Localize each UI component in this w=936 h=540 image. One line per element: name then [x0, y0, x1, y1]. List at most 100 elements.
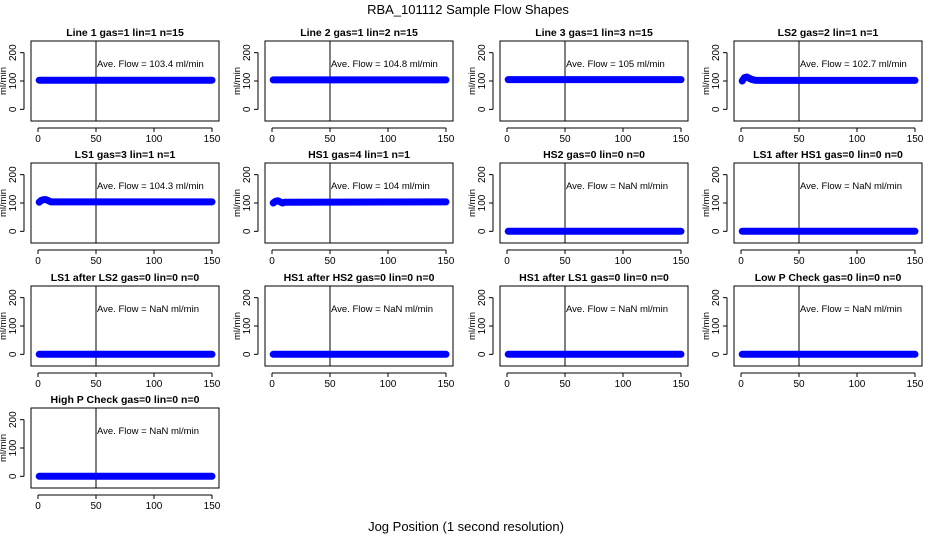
y-tick-label: 100 [242, 72, 253, 89]
x-tick-label: 100 [615, 134, 632, 145]
x-tick-label: 50 [559, 379, 571, 390]
y-axis-label: ml/min [0, 67, 9, 95]
x-tick-label: 50 [90, 501, 102, 512]
y-tick-label: 200 [711, 44, 722, 61]
panel: HS2 gas=0 lin=0 n=0 0 50 100 150 0 100 200 ml/mi… [467, 149, 690, 267]
panel-title: High P Check gas=0 lin=0 n=0 [51, 394, 200, 406]
y-tick-label: 200 [711, 166, 722, 183]
plot-frame [264, 162, 454, 244]
average-flow-annotation: Ave. Flow = NaN ml/min [566, 304, 668, 315]
y-tick-label: 0 [711, 228, 722, 234]
x-tick-label: 150 [673, 379, 690, 390]
x-tick-label: 0 [35, 134, 41, 145]
y-tick-label: 0 [242, 351, 253, 357]
x-tick-label: 50 [559, 134, 571, 145]
y-tick-label: 0 [242, 228, 253, 234]
x-tick-label: 0 [269, 379, 275, 390]
flow-series [738, 73, 919, 85]
average-flow-annotation: Ave. Flow = NaN ml/min [800, 304, 902, 315]
y-tick-label: 0 [711, 351, 722, 357]
panel: Line 1 gas=1 lin=1 n=15 0 50 100 150 0 100 200 m… [0, 27, 221, 145]
x-tick-label: 100 [849, 134, 866, 145]
x-tick-label: 50 [324, 256, 336, 267]
x-tick-label: 100 [146, 134, 163, 145]
y-tick-label: 200 [242, 44, 253, 61]
panel: HS1 after LS1 gas=0 lin=0 n=0 0 50 100 150 0 1… [467, 272, 690, 390]
y-tick-label: 0 [8, 473, 19, 479]
panel: LS2 gas=2 lin=1 n=1 0 50 100 150 0 100 200 ml/mi… [701, 27, 924, 145]
plot-frame [733, 40, 923, 122]
plot-frame [30, 285, 220, 367]
panel: LS1 after HS1 gas=0 lin=0 n=0 0 50 100 150 0 1… [701, 149, 924, 267]
panel-title: Line 2 gas=1 lin=2 n=15 [300, 27, 418, 39]
y-tick-label: 200 [8, 166, 19, 183]
x-tick-label: 50 [793, 134, 805, 145]
panel-title: LS1 after HS1 gas=0 lin=0 n=0 [753, 149, 903, 161]
y-axis-label: ml/min [0, 312, 9, 340]
panel: HS1 gas=4 lin=1 n=1 0 50 100 150 0 100 200 ml/mi… [232, 149, 455, 267]
y-tick-label: 0 [711, 106, 722, 112]
plot-frame [499, 162, 689, 244]
x-tick-label: 100 [849, 256, 866, 267]
average-flow-annotation: Ave. Flow = NaN ml/min [566, 181, 668, 192]
x-tick-label: 0 [504, 134, 510, 145]
y-tick-label: 100 [711, 317, 722, 334]
average-flow-annotation: Ave. Flow = NaN ml/min [331, 304, 433, 315]
y-tick-label: 100 [242, 194, 253, 211]
panel: Low P Check gas=0 lin=0 n=0 0 50 100 150 0 100… [701, 272, 924, 390]
plot-frame [499, 285, 689, 367]
x-tick-label: 50 [793, 256, 805, 267]
x-tick-label: 100 [615, 256, 632, 267]
panel: HS1 after HS2 gas=0 lin=0 n=0 0 50 100 150 0 1… [232, 272, 455, 390]
x-tick-label: 0 [738, 379, 744, 390]
y-tick-label: 0 [8, 106, 19, 112]
x-tick-label: 150 [907, 134, 924, 145]
y-tick-label: 200 [8, 289, 19, 306]
x-tick-label: 150 [204, 256, 221, 267]
y-tick-label: 200 [8, 411, 19, 428]
plot-frame [733, 285, 923, 367]
x-tick-label: 150 [204, 379, 221, 390]
x-tick-label: 0 [504, 256, 510, 267]
y-tick-label: 100 [8, 194, 19, 211]
x-tick-label: 150 [204, 134, 221, 145]
y-tick-label: 100 [477, 317, 488, 334]
panel-title: HS1 after LS1 gas=0 lin=0 n=0 [519, 272, 669, 284]
plot-frame [30, 407, 220, 489]
panel-title: HS2 gas=0 lin=0 n=0 [543, 149, 645, 161]
y-tick-label: 100 [8, 317, 19, 334]
panel-title: LS1 after LS2 gas=0 lin=0 n=0 [51, 272, 200, 284]
x-tick-label: 150 [673, 256, 690, 267]
y-tick-label: 100 [711, 194, 722, 211]
plot-frame [499, 40, 689, 122]
x-tick-label: 100 [146, 256, 163, 267]
y-axis-label: ml/min [701, 312, 712, 340]
x-tick-label: 0 [35, 501, 41, 512]
panel: Line 2 gas=1 lin=2 n=15 0 50 100 150 0 100 200 m… [232, 27, 455, 145]
y-tick-label: 200 [477, 44, 488, 61]
y-axis-label: ml/min [701, 189, 712, 217]
average-flow-annotation: Ave. Flow = 102.7 ml/min [800, 59, 907, 70]
x-tick-label: 50 [324, 134, 336, 145]
y-tick-label: 200 [242, 166, 253, 183]
y-axis-label: ml/min [701, 67, 712, 95]
flow-series [269, 197, 450, 207]
y-axis-label: ml/min [232, 67, 243, 95]
y-tick-label: 200 [711, 289, 722, 306]
panel: LS1 gas=3 lin=1 n=1 0 50 100 150 0 100 200 ml/mi… [0, 149, 221, 267]
y-tick-label: 200 [8, 44, 19, 61]
y-axis-label: ml/min [0, 189, 9, 217]
average-flow-annotation: Ave. Flow = NaN ml/min [97, 304, 199, 315]
x-tick-label: 100 [380, 134, 397, 145]
x-tick-label: 150 [438, 134, 455, 145]
panel: High P Check gas=0 lin=0 n=0 0 50 100 150 0 10… [0, 394, 221, 512]
figure-title: RBA_101112 Sample Flow Shapes [367, 2, 569, 17]
x-tick-label: 50 [324, 379, 336, 390]
y-tick-label: 100 [8, 439, 19, 456]
y-tick-label: 100 [711, 72, 722, 89]
y-tick-label: 0 [8, 228, 19, 234]
plot-frame [264, 285, 454, 367]
y-axis-label: ml/min [232, 312, 243, 340]
x-tick-label: 0 [269, 134, 275, 145]
y-tick-label: 0 [8, 351, 19, 357]
